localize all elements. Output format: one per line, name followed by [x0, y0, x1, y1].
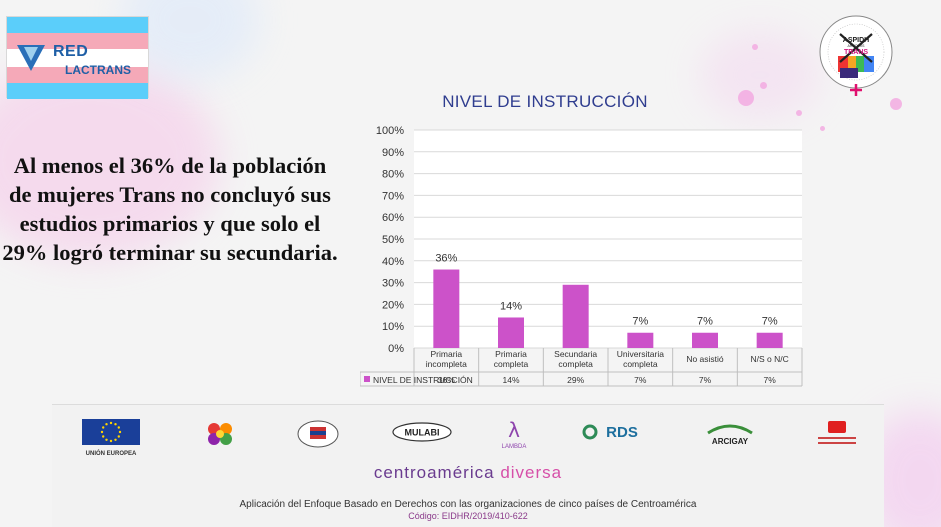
mulabi-text: MULABI	[405, 428, 440, 438]
aspidh-logo: ASPIDH ARCOIRIS TRANS	[800, 14, 912, 100]
y-tick-label: 100%	[376, 125, 404, 137]
y-tick-label: 0%	[388, 343, 404, 355]
flower-icon	[208, 423, 232, 445]
y-tick-label: 70%	[382, 190, 404, 202]
background-blob	[700, 30, 820, 120]
bar-data-label: 14%	[500, 300, 522, 312]
logo-right-word: TRANS	[844, 49, 868, 56]
chart-title: NIVEL DE INSTRUCCIÓN	[442, 92, 648, 111]
y-tick-label: 60%	[382, 212, 404, 224]
bar	[692, 332, 718, 348]
category-label: completa	[623, 359, 658, 369]
category-label: completa	[558, 359, 593, 369]
category-label: incompleta	[426, 359, 467, 369]
table-value: 14%	[502, 375, 519, 385]
table-value: 29%	[567, 375, 584, 385]
arcigay-text: ARCIGAY	[712, 437, 749, 446]
decor-dot	[890, 98, 902, 110]
category-label: N/S o N/C	[751, 354, 789, 364]
eu-flag-icon	[82, 419, 140, 445]
category-label: Secundaria	[554, 349, 597, 359]
bar-data-label: 7%	[632, 316, 648, 328]
rds-text: RDS	[606, 424, 638, 441]
category-label: No asistió	[686, 354, 724, 364]
sponsor-logo-8	[812, 419, 862, 454]
category-label: Universitaria	[617, 349, 665, 359]
decor-dot	[738, 90, 754, 106]
bar	[562, 284, 589, 348]
decor-dot	[752, 44, 758, 50]
y-tick-label: 80%	[382, 169, 404, 181]
footer-code: Código: EIDHR/2019/410-622	[408, 511, 528, 521]
y-tick-label: 40%	[382, 256, 404, 268]
table-value: 36%	[438, 375, 455, 385]
decor-dot	[796, 110, 802, 116]
category-label: Primaria	[431, 349, 463, 359]
brand-right: diversa	[500, 463, 563, 482]
lambda-icon: λ	[508, 419, 520, 442]
mulabi-logo: MULABI	[392, 419, 452, 450]
category-label: completa	[494, 359, 529, 369]
brand-wordmark: centroamérica diversa	[52, 463, 884, 483]
footer-sponsors: UNIÓN EUROPEA MULABI λ LAMBDA R	[52, 404, 884, 527]
table-value: 7%	[699, 375, 712, 385]
y-tick-label: 30%	[382, 278, 404, 290]
sponsor-logo-2	[202, 419, 238, 454]
table-value: 7%	[634, 375, 647, 385]
bar	[756, 332, 783, 348]
bar	[627, 332, 654, 348]
decor-dot	[760, 82, 767, 89]
y-tick-label: 90%	[382, 147, 404, 159]
rds-logo: RDS	[582, 419, 654, 452]
y-tick-label: 10%	[382, 321, 404, 333]
logo-text-bottom: LACTRANS	[65, 63, 131, 77]
table-value: 7%	[764, 375, 777, 385]
category-label: Primaria	[495, 349, 527, 359]
headline-text: Al menos el 36% de la población de mujer…	[2, 153, 338, 265]
logo-right-name: ASPIDH	[843, 37, 869, 44]
seal-icon	[297, 420, 339, 448]
sponsor-logo-3	[296, 419, 340, 454]
footer-caption: Aplicación del Enfoque Basado en Derecho…	[239, 499, 697, 510]
redlactrans-logo: RED LACTRANS	[6, 16, 149, 99]
y-tick-label: 20%	[382, 299, 404, 311]
bar	[433, 269, 460, 348]
bar-data-label: 36%	[435, 253, 457, 265]
brand-left: centroamérica	[373, 463, 495, 482]
arcigay-logo: ARCIGAY	[702, 419, 758, 454]
decor-dot	[820, 126, 825, 131]
logo-right-sub: ARCOIRIS	[848, 44, 866, 48]
sponsor-label: UNIÓN EUROPEA	[85, 451, 137, 457]
bar-data-label: 7%	[697, 316, 713, 328]
lambda-logo: λ LAMBDA	[494, 418, 534, 456]
bar-data-label: 7%	[762, 316, 778, 328]
y-tick-label: 50%	[382, 234, 404, 246]
legend-label: NIVEL DE INSTRUCCIÓN	[373, 375, 473, 385]
legend-swatch	[364, 376, 370, 382]
lambda-text: LAMBDA	[502, 444, 527, 450]
bar	[498, 317, 524, 348]
union-europea-logo: UNIÓN EUROPEA	[82, 419, 140, 457]
bar-chart: 0% 10% 20% 30% 40% 50% 60% 70% 80% 90% 100% 36% 14% 7…	[360, 125, 803, 387]
logo-text-top: RED	[53, 43, 89, 60]
